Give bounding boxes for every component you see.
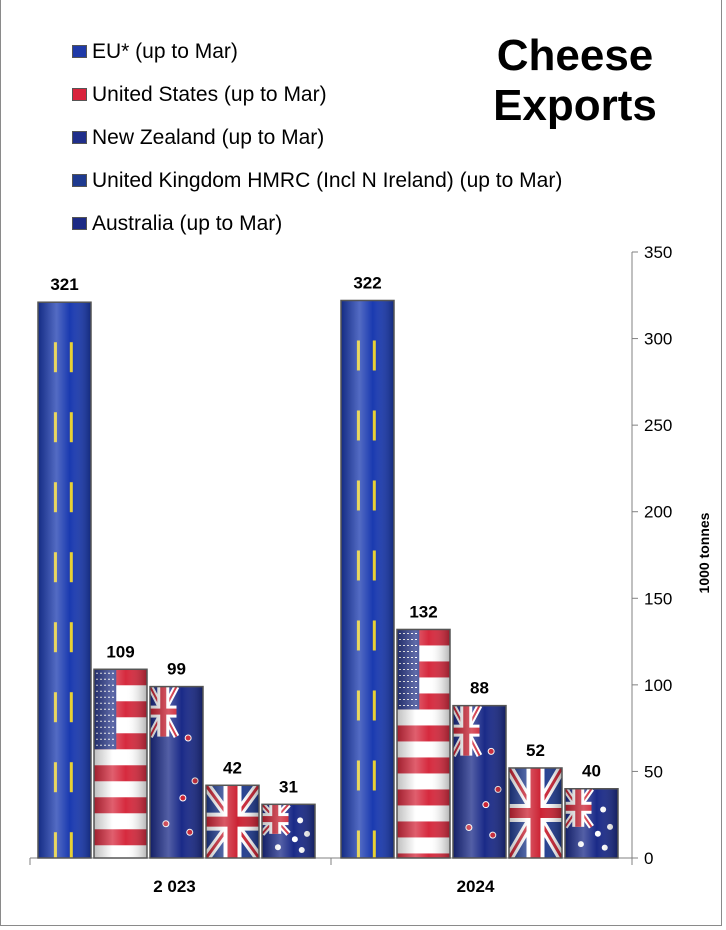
data-label: 42 — [223, 758, 242, 777]
y-tick-label: 250 — [644, 416, 672, 435]
data-label: 99 — [167, 660, 186, 679]
bar — [261, 803, 316, 859]
x-tick-label: 2 023 — [153, 877, 196, 896]
bar — [564, 787, 619, 859]
au-flag-icon — [72, 217, 87, 230]
bar — [37, 301, 92, 859]
eu-flag-icon — [72, 45, 87, 58]
bar — [396, 628, 451, 859]
bar — [452, 704, 507, 859]
legend-label: Australia (up to Mar) — [92, 211, 283, 235]
data-label: 132 — [409, 602, 437, 621]
y-tick-label: 350 — [644, 243, 672, 262]
bar — [508, 767, 563, 859]
y-tick-label: 50 — [644, 762, 663, 781]
data-label: 88 — [470, 679, 489, 698]
legend-entry: New Zealand (up to Mar) — [72, 116, 562, 159]
us-flag-icon — [72, 88, 87, 101]
chart-title-line-2: Exports — [493, 81, 657, 130]
data-label: 31 — [279, 777, 298, 796]
chart-title-line-1: Cheese — [496, 31, 654, 80]
legend: EU* (up to Mar) United States (up to Mar)… — [72, 30, 562, 245]
bar — [205, 784, 260, 859]
x-tick-label: 2024 — [457, 877, 495, 896]
legend-label: United Kingdom HMRC (Incl N Ireland) (up… — [92, 168, 563, 192]
legend-entry: Australia (up to Mar) — [72, 202, 562, 245]
y-tick-label: 300 — [644, 330, 672, 349]
y-tick-label: 150 — [644, 589, 672, 608]
uk-flag-icon — [72, 174, 87, 187]
y-tick-label: 200 — [644, 503, 672, 522]
legend-label: EU* (up to Mar) — [92, 39, 238, 63]
data-label: 321 — [50, 275, 78, 294]
legend-label: United States (up to Mar) — [92, 82, 327, 106]
y-tick-label: 100 — [644, 676, 672, 695]
y-tick-label: 0 — [644, 849, 653, 868]
legend-entry: EU* (up to Mar) — [72, 30, 562, 73]
data-label: 322 — [353, 273, 381, 292]
bar — [149, 685, 204, 859]
data-label: 52 — [526, 741, 545, 760]
data-label: 40 — [582, 762, 601, 781]
legend-entry: United States (up to Mar) — [72, 73, 562, 116]
nz-flag-icon — [72, 131, 87, 144]
data-label: 109 — [106, 642, 134, 661]
legend-entry: United Kingdom HMRC (Incl N Ireland) (up… — [72, 159, 562, 202]
bar — [93, 668, 148, 859]
legend-label: New Zealand (up to Mar) — [92, 125, 325, 149]
bar — [340, 299, 395, 859]
